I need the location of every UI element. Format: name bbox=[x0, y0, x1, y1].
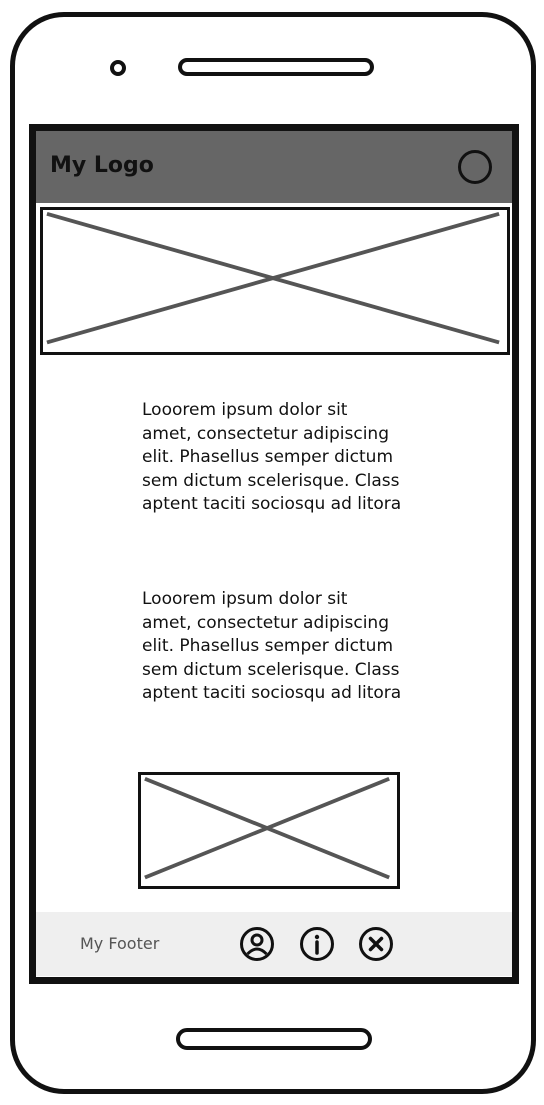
menu-circle-icon[interactable] bbox=[458, 150, 492, 184]
paragraph-2: Looorem ipsum dolor sit amet, consectetu… bbox=[142, 589, 402, 703]
logo[interactable]: My Logo bbox=[50, 153, 154, 178]
phone-screen: My Logo Looorem ipsum dolor sit amet, co… bbox=[29, 124, 519, 984]
app-header: My Logo bbox=[36, 131, 512, 203]
user-icon[interactable] bbox=[239, 926, 275, 962]
image-placeholder-icon bbox=[144, 777, 390, 880]
close-icon[interactable] bbox=[358, 926, 394, 962]
footer-label: My Footer bbox=[80, 934, 160, 953]
speaker-top bbox=[178, 58, 374, 76]
image-placeholder-icon bbox=[46, 211, 500, 345]
app-footer: My Footer bbox=[36, 912, 512, 976]
speaker-bottom bbox=[176, 1028, 372, 1050]
camera-icon bbox=[110, 60, 126, 76]
hero-image-placeholder bbox=[40, 207, 510, 355]
content-image-placeholder bbox=[138, 772, 400, 889]
info-icon[interactable] bbox=[299, 926, 335, 962]
paragraph-1: Looorem ipsum dolor sit amet, consectetu… bbox=[142, 400, 402, 514]
